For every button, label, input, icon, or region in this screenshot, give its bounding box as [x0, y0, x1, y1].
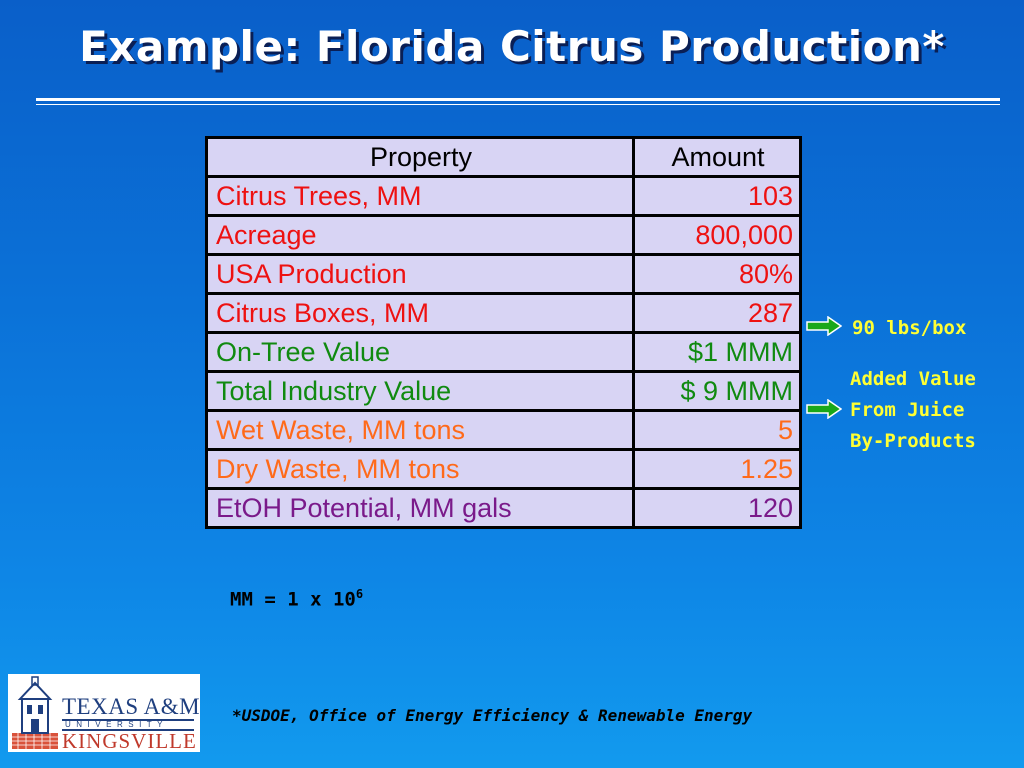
logo-line-3: KINGSVILLE — [62, 729, 197, 752]
university-logo: TEXAS A&M UNIVERSITY KINGSVILLE — [8, 674, 200, 752]
row-amount: 5 — [632, 409, 802, 451]
table-row: Citrus Trees, MM 103 — [205, 175, 802, 217]
logo-line-2: UNIVERSITY — [65, 720, 169, 729]
table-row: Citrus Boxes, MM 287 — [205, 292, 802, 334]
title-divider — [36, 98, 1000, 101]
row-amount: 103 — [632, 175, 802, 217]
row-property: Citrus Trees, MM — [205, 175, 635, 217]
row-amount: $ 9 MMM — [632, 370, 802, 412]
right-arrow-icon — [806, 316, 842, 336]
table-row: On-Tree Value $1 MMM — [205, 331, 802, 373]
table-row: USA Production 80% — [205, 253, 802, 295]
header-property: Property — [205, 136, 635, 178]
logo-divider — [62, 719, 194, 721]
note-line: By-Products — [850, 430, 976, 452]
added-value-note: Added Value From Juice By-Products — [850, 364, 976, 457]
row-property: Dry Waste, MM tons — [205, 448, 635, 490]
title-divider-thin — [36, 104, 1000, 105]
row-property: Wet Waste, MM tons — [205, 409, 635, 451]
note-line: From Juice — [850, 399, 965, 421]
row-property: Acreage — [205, 214, 635, 256]
row-property: USA Production — [205, 253, 635, 295]
row-amount: 1.25 — [632, 448, 802, 490]
row-property: On-Tree Value — [205, 331, 635, 373]
mm-definition: MM = 1 x 106 — [230, 587, 363, 610]
table-row: Total Industry Value $ 9 MMM — [205, 370, 802, 412]
mm-exponent: 6 — [355, 587, 364, 601]
row-property: Total Industry Value — [205, 370, 635, 412]
logo-line-1: TEXAS A&M — [62, 694, 200, 719]
logo-divider — [62, 729, 194, 731]
note-line: Added Value — [850, 368, 976, 390]
mm-definition-text: MM = 1 x 10 — [230, 588, 356, 611]
table-row: Acreage 800,000 — [205, 214, 802, 256]
boxes-note: 90 lbs/box — [852, 317, 967, 339]
row-amount: $1 MMM — [632, 331, 802, 373]
table-header-row: Property Amount — [205, 136, 802, 178]
header-amount: Amount — [632, 136, 802, 178]
right-arrow-icon — [806, 399, 842, 419]
row-amount: 80% — [632, 253, 802, 295]
row-property: Citrus Boxes, MM — [205, 292, 635, 334]
row-amount: 287 — [632, 292, 802, 334]
citrus-table: Property Amount Citrus Trees, MM 103 Acr… — [205, 136, 802, 529]
row-amount: 800,000 — [632, 214, 802, 256]
table-row: Wet Waste, MM tons 5 — [205, 409, 802, 451]
slide-title: Example: Florida Citrus Production* — [79, 22, 945, 71]
row-property: EtOH Potential, MM gals — [205, 487, 635, 529]
table-row: Dry Waste, MM tons 1.25 — [205, 448, 802, 490]
row-amount: 120 — [632, 487, 802, 529]
source-footnote: *USDOE, Office of Energy Efficiency & Re… — [232, 706, 753, 725]
building-icon — [12, 676, 58, 749]
table-row: EtOH Potential, MM gals 120 — [205, 487, 802, 529]
